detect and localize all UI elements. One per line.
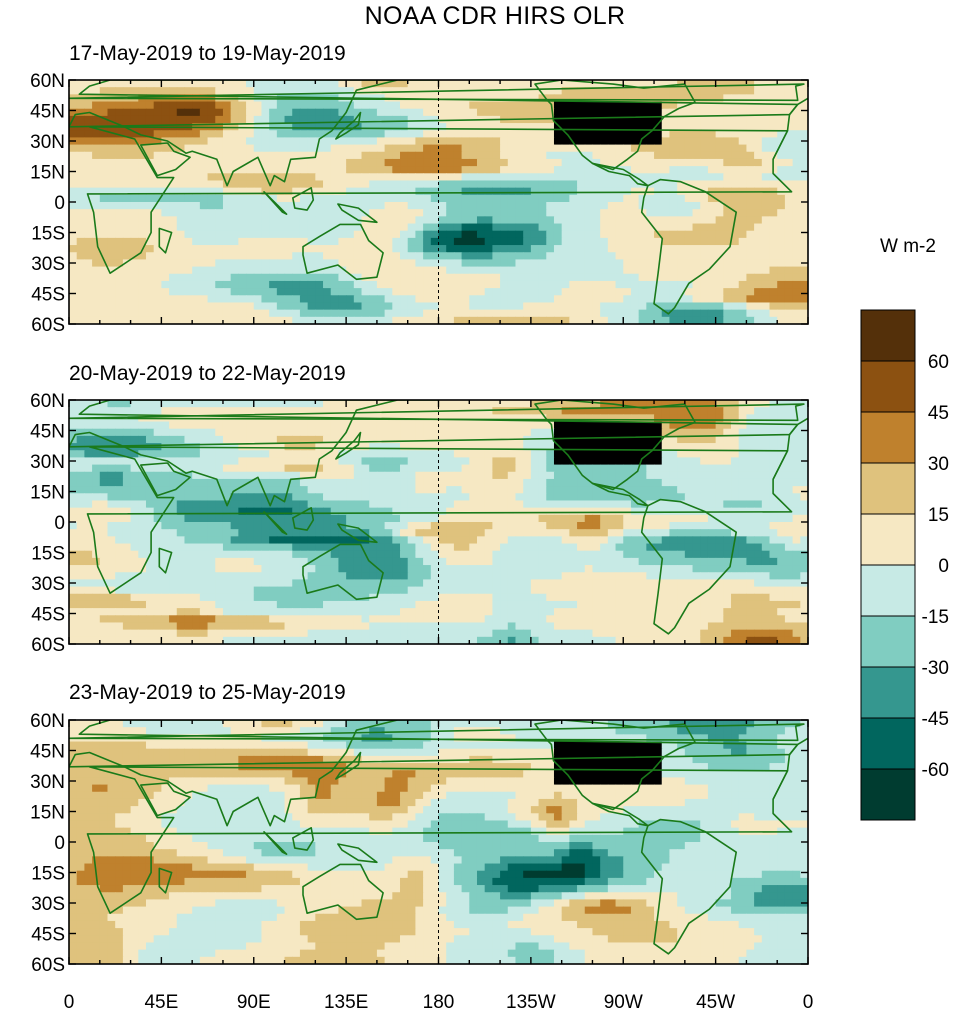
colorbar-label: -45 — [922, 709, 949, 730]
lat-tick-label: 30N — [30, 772, 65, 793]
panel-1-title: 17-May-2019 to 19-May-2019 — [69, 42, 346, 65]
lat-tick-label: 60S — [31, 315, 65, 336]
lat-tick-label: 60S — [31, 955, 65, 976]
lat-tick-label: 15S — [31, 864, 65, 885]
lat-tick-label: 0 — [54, 193, 65, 214]
lat-tick-label: 15S — [31, 224, 65, 245]
lon-tick-label: 45W — [696, 992, 735, 1013]
lat-tick-label: 30N — [30, 452, 65, 473]
olr-anomaly-field — [69, 720, 808, 964]
colorbar-swatch — [860, 513, 916, 566]
colorbar-swatch — [860, 564, 916, 617]
axis-ticks — [68, 79, 809, 325]
lat-tick-label: 45N — [30, 422, 65, 443]
lat-tick-label: 15S — [31, 544, 65, 565]
lon-tick-label: 90E — [237, 992, 271, 1013]
lon-tick-label: 135E — [324, 992, 368, 1013]
lat-tick-label: 30N — [30, 132, 65, 153]
panel-2-title: 20-May-2019 to 22-May-2019 — [69, 362, 346, 385]
colorbar-label: 0 — [938, 556, 949, 577]
lat-tick-label: 60N — [30, 711, 65, 732]
lon-tick-label: 180 — [423, 992, 455, 1013]
lon-tick-label: 0 — [64, 992, 75, 1013]
lat-tick-label: 0 — [54, 833, 65, 854]
lat-tick-label: 15N — [30, 163, 65, 184]
coastlines — [69, 400, 808, 635]
lat-tick-label: 15N — [30, 803, 65, 824]
colorbar-label: -15 — [922, 607, 949, 628]
colorbar-label: -30 — [922, 658, 949, 679]
axis-ticks — [68, 399, 809, 645]
colorbar-label: 15 — [928, 505, 949, 526]
colorbar-label: 60 — [928, 352, 949, 373]
colorbar-swatch — [860, 666, 916, 719]
lat-tick-label: 0 — [54, 513, 65, 534]
colorbar-swatch — [860, 615, 916, 668]
lat-tick-label: 60N — [30, 71, 65, 92]
axis-ticks — [68, 719, 809, 965]
colorbar-swatch — [860, 462, 916, 515]
map-panel-1: 60N 45N 30N 15N 0 15S 30S 45S 60S — [30, 71, 809, 336]
colorbar-units: W m-2 — [880, 236, 936, 257]
colorbar-swatch — [860, 411, 916, 464]
colorbar-swatch — [860, 360, 916, 413]
colorbar-label: -60 — [922, 760, 949, 781]
lat-tick-label: 45N — [30, 742, 65, 763]
lat-tick-label: 30S — [31, 894, 65, 915]
colorbar-swatch — [860, 309, 916, 362]
lat-tick-label: 45N — [30, 102, 65, 123]
lat-tick-label: 30S — [31, 574, 65, 595]
lon-tick-label: 0 — [803, 992, 814, 1013]
lat-tick-label: 45S — [31, 605, 65, 626]
colorbar-swatch — [860, 717, 916, 770]
panel-3-title: 23-May-2019 to 25-May-2019 — [69, 681, 346, 704]
lat-tick-label: 60S — [31, 635, 65, 656]
colorbar-label: 30 — [928, 454, 949, 475]
colorbar-label: 45 — [928, 403, 949, 424]
olr-anomaly-field — [69, 80, 808, 324]
coastlines — [69, 80, 808, 315]
lat-tick-label: 15N — [30, 483, 65, 504]
lat-tick-label: 30S — [31, 254, 65, 275]
lon-tick-labels: 0 45E 90E 135E 180 135W 90W 45W 0 — [64, 992, 814, 1013]
lon-tick-label: 45E — [144, 992, 178, 1013]
lon-tick-label: 90W — [604, 992, 643, 1013]
map-panel-2: 60N 45N 30N 15N 0 15S 30S 45S 60S — [30, 391, 809, 656]
olr-anomaly-field — [69, 400, 808, 644]
map-panel-3: 60N 45N 30N 15N 0 15S 30S 45S 60S — [30, 711, 809, 976]
chart-title: NOAA CDR HIRS OLR — [364, 2, 626, 30]
colorbar-swatch — [860, 768, 916, 821]
lon-tick-label: 135W — [506, 992, 556, 1013]
lat-tick-label: 60N — [30, 391, 65, 412]
lat-tick-label: 45S — [31, 925, 65, 946]
lat-tick-label: 45S — [31, 285, 65, 306]
